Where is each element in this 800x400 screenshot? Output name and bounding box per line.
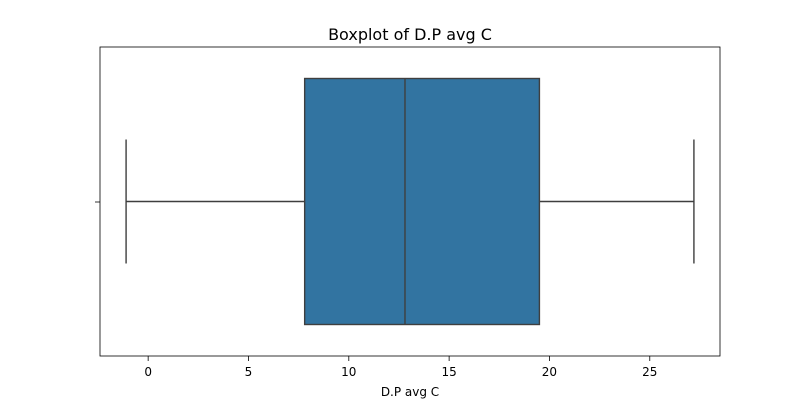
plot-area	[125, 77, 695, 326]
box-iqr	[303, 77, 541, 326]
chart-title: Boxplot of D.P avg C	[328, 25, 492, 44]
x-tick-label: 0	[144, 365, 152, 379]
x-tick-label: 5	[245, 365, 253, 379]
x-axis-label: D.P avg C	[381, 385, 439, 399]
x-tick-label: 25	[642, 365, 657, 379]
x-tick-label: 15	[441, 365, 456, 379]
x-tick-label: 20	[542, 365, 557, 379]
axes-frame	[99, 46, 721, 357]
x-axis: 0 5 10 15 20 25	[144, 356, 657, 379]
x-tick-label: 10	[341, 365, 356, 379]
